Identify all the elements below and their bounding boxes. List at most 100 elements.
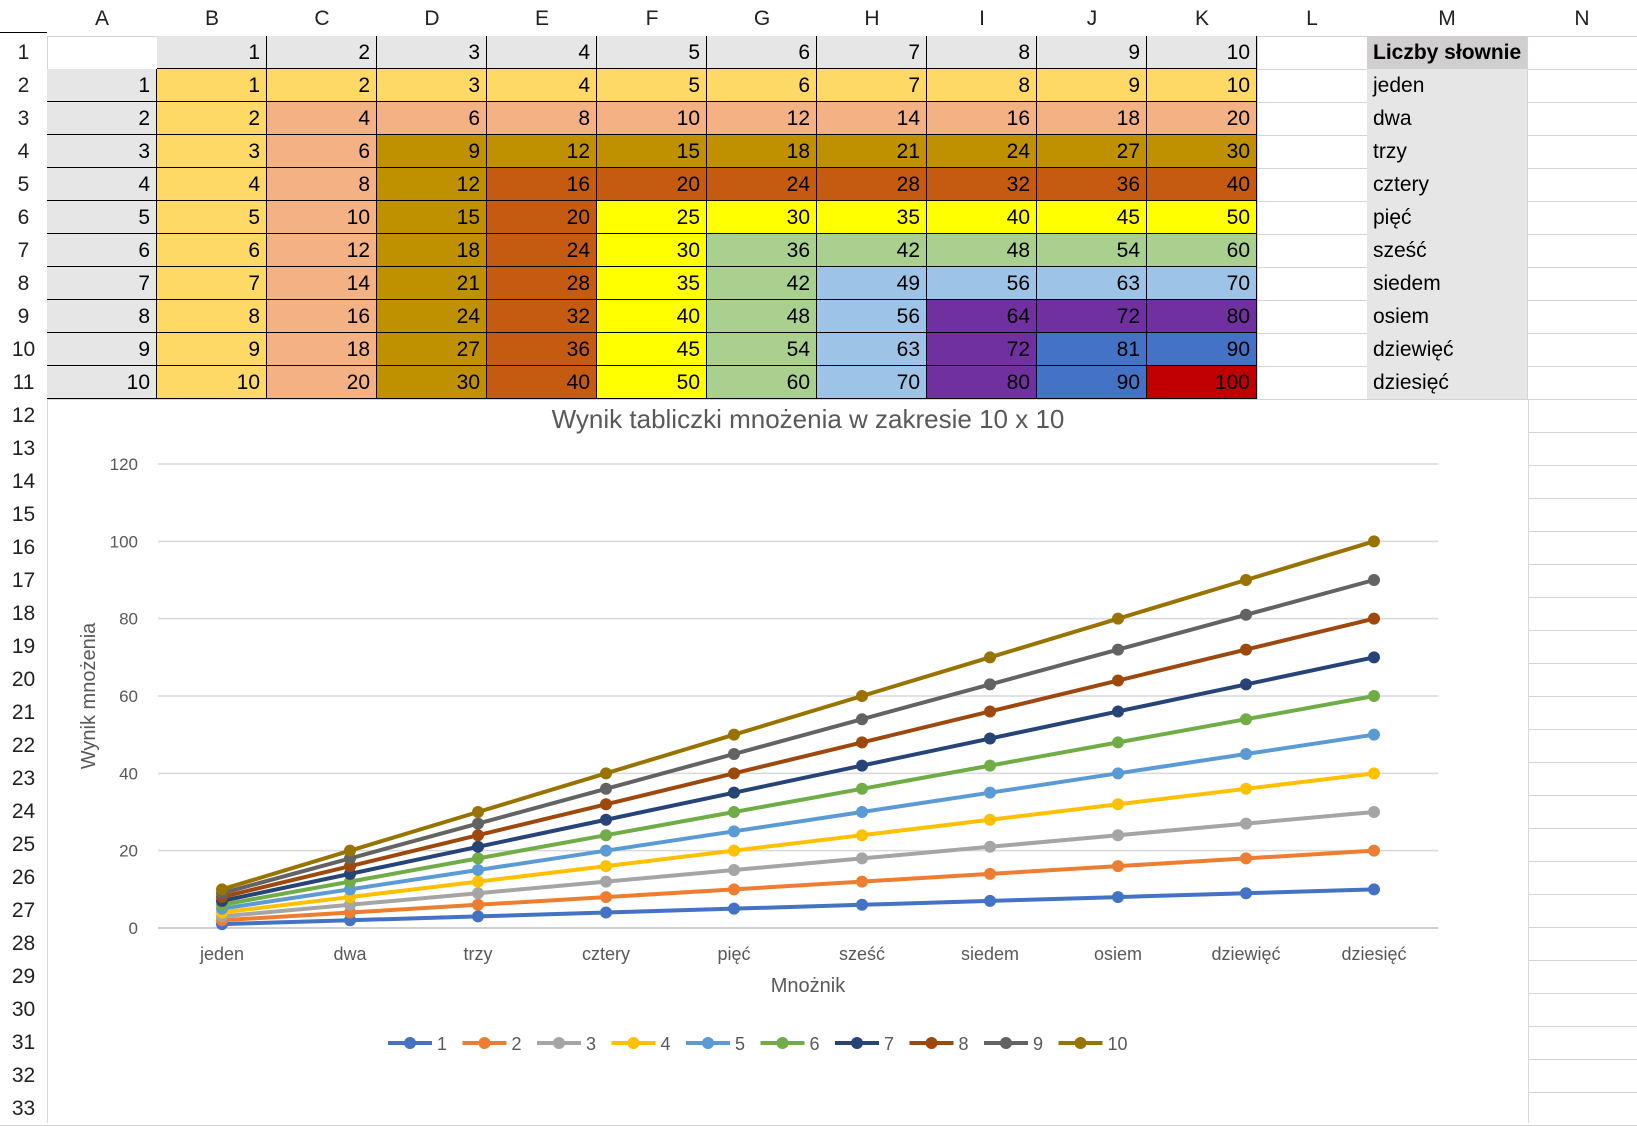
product-cell[interactable]: 8 xyxy=(157,300,267,333)
product-cell[interactable]: 12 xyxy=(267,234,377,267)
row-header[interactable]: 9 xyxy=(0,300,47,333)
row-header[interactable]: 4 xyxy=(0,135,47,168)
product-cell[interactable]: 48 xyxy=(927,234,1037,267)
product-cell[interactable]: 40 xyxy=(487,366,597,399)
column-header-l[interactable]: L xyxy=(1257,0,1367,36)
product-cell[interactable]: 40 xyxy=(597,300,707,333)
table-row-label-cell[interactable]: 6 xyxy=(47,234,157,267)
product-cell[interactable]: 90 xyxy=(1147,333,1257,366)
product-cell[interactable]: 56 xyxy=(927,267,1037,300)
product-cell[interactable]: 2 xyxy=(267,69,377,102)
product-cell[interactable]: 36 xyxy=(487,333,597,366)
row-header[interactable]: 19 xyxy=(0,630,47,663)
column-header-j[interactable]: J xyxy=(1037,0,1147,36)
word-cell[interactable]: dziewięć xyxy=(1367,333,1527,366)
product-cell[interactable]: 60 xyxy=(1147,234,1257,267)
product-cell[interactable]: 30 xyxy=(377,366,487,399)
row-header[interactable]: 28 xyxy=(0,927,47,960)
table-header-cell[interactable]: 8 xyxy=(927,36,1037,69)
row-header[interactable]: 23 xyxy=(0,762,47,795)
product-cell[interactable]: 35 xyxy=(597,267,707,300)
product-cell[interactable]: 63 xyxy=(1037,267,1147,300)
word-cell[interactable]: sześć xyxy=(1367,234,1527,267)
product-cell[interactable]: 4 xyxy=(157,168,267,201)
product-cell[interactable]: 24 xyxy=(487,234,597,267)
row-header[interactable]: 13 xyxy=(0,432,47,465)
row-header[interactable]: 5 xyxy=(0,168,47,201)
row-header[interactable]: 17 xyxy=(0,564,47,597)
word-cell[interactable]: siedem xyxy=(1367,267,1527,300)
row-header[interactable]: 7 xyxy=(0,234,47,267)
product-cell[interactable]: 10 xyxy=(267,201,377,234)
product-cell[interactable]: 9 xyxy=(377,135,487,168)
product-cell[interactable]: 18 xyxy=(377,234,487,267)
product-cell[interactable]: 42 xyxy=(707,267,817,300)
product-cell[interactable]: 24 xyxy=(927,135,1037,168)
product-cell[interactable]: 9 xyxy=(157,333,267,366)
product-cell[interactable]: 60 xyxy=(707,366,817,399)
product-cell[interactable]: 50 xyxy=(597,366,707,399)
product-cell[interactable]: 7 xyxy=(157,267,267,300)
table-row-label-cell[interactable]: 3 xyxy=(47,135,157,168)
row-header[interactable]: 20 xyxy=(0,663,47,696)
table-row-label-cell[interactable]: 8 xyxy=(47,300,157,333)
row-header[interactable]: 1 xyxy=(0,36,47,69)
product-cell[interactable]: 64 xyxy=(927,300,1037,333)
row-header[interactable]: 11 xyxy=(0,366,47,399)
product-cell[interactable]: 6 xyxy=(377,102,487,135)
word-cell[interactable]: pięć xyxy=(1367,201,1527,234)
product-cell[interactable]: 81 xyxy=(1037,333,1147,366)
table-row-label-cell[interactable]: 5 xyxy=(47,201,157,234)
column-header-d[interactable]: D xyxy=(377,0,487,36)
product-cell[interactable]: 5 xyxy=(157,201,267,234)
table-header-cell[interactable]: 6 xyxy=(707,36,817,69)
product-cell[interactable]: 49 xyxy=(817,267,927,300)
table-header-cell[interactable]: 5 xyxy=(597,36,707,69)
column-header-i[interactable]: I xyxy=(927,0,1037,36)
product-cell[interactable]: 15 xyxy=(597,135,707,168)
product-cell[interactable]: 16 xyxy=(267,300,377,333)
product-cell[interactable]: 36 xyxy=(707,234,817,267)
row-header[interactable]: 12 xyxy=(0,399,47,432)
word-cell[interactable]: trzy xyxy=(1367,135,1527,168)
product-cell[interactable]: 72 xyxy=(927,333,1037,366)
row-header[interactable]: 3 xyxy=(0,102,47,135)
column-header-a[interactable]: A xyxy=(47,0,157,36)
table-header-cell[interactable]: 10 xyxy=(1147,36,1257,69)
product-cell[interactable]: 45 xyxy=(597,333,707,366)
column-header-g[interactable]: G xyxy=(707,0,817,36)
table-row-label-cell[interactable]: 2 xyxy=(47,102,157,135)
column-header-e[interactable]: E xyxy=(487,0,597,36)
product-cell[interactable]: 6 xyxy=(157,234,267,267)
product-cell[interactable]: 32 xyxy=(487,300,597,333)
product-cell[interactable]: 80 xyxy=(1147,300,1257,333)
product-cell[interactable]: 8 xyxy=(487,102,597,135)
row-header[interactable]: 16 xyxy=(0,531,47,564)
word-cell[interactable]: jeden xyxy=(1367,69,1527,102)
row-header[interactable]: 21 xyxy=(0,696,47,729)
column-header-h[interactable]: H xyxy=(817,0,927,36)
row-header[interactable]: 2 xyxy=(0,69,47,102)
product-cell[interactable]: 30 xyxy=(597,234,707,267)
word-cell[interactable]: osiem xyxy=(1367,300,1527,333)
row-header[interactable]: 27 xyxy=(0,894,47,927)
product-cell[interactable]: 6 xyxy=(707,69,817,102)
product-cell[interactable]: 28 xyxy=(487,267,597,300)
product-cell[interactable]: 14 xyxy=(267,267,377,300)
row-header[interactable]: 26 xyxy=(0,861,47,894)
table-row-label-cell[interactable]: 7 xyxy=(47,267,157,300)
product-cell[interactable]: 56 xyxy=(817,300,927,333)
product-cell[interactable]: 20 xyxy=(597,168,707,201)
product-cell[interactable]: 8 xyxy=(267,168,377,201)
row-header[interactable]: 24 xyxy=(0,795,47,828)
table-header-cell[interactable]: 1 xyxy=(157,36,267,69)
product-cell[interactable]: 40 xyxy=(927,201,1037,234)
table-header-cell[interactable]: 4 xyxy=(487,36,597,69)
product-cell[interactable]: 14 xyxy=(817,102,927,135)
product-cell[interactable]: 9 xyxy=(1037,69,1147,102)
product-cell[interactable]: 1 xyxy=(157,69,267,102)
product-cell[interactable]: 4 xyxy=(267,102,377,135)
table-row-label-cell[interactable]: 1 xyxy=(47,69,157,102)
product-cell[interactable]: 15 xyxy=(377,201,487,234)
product-cell[interactable]: 36 xyxy=(1037,168,1147,201)
